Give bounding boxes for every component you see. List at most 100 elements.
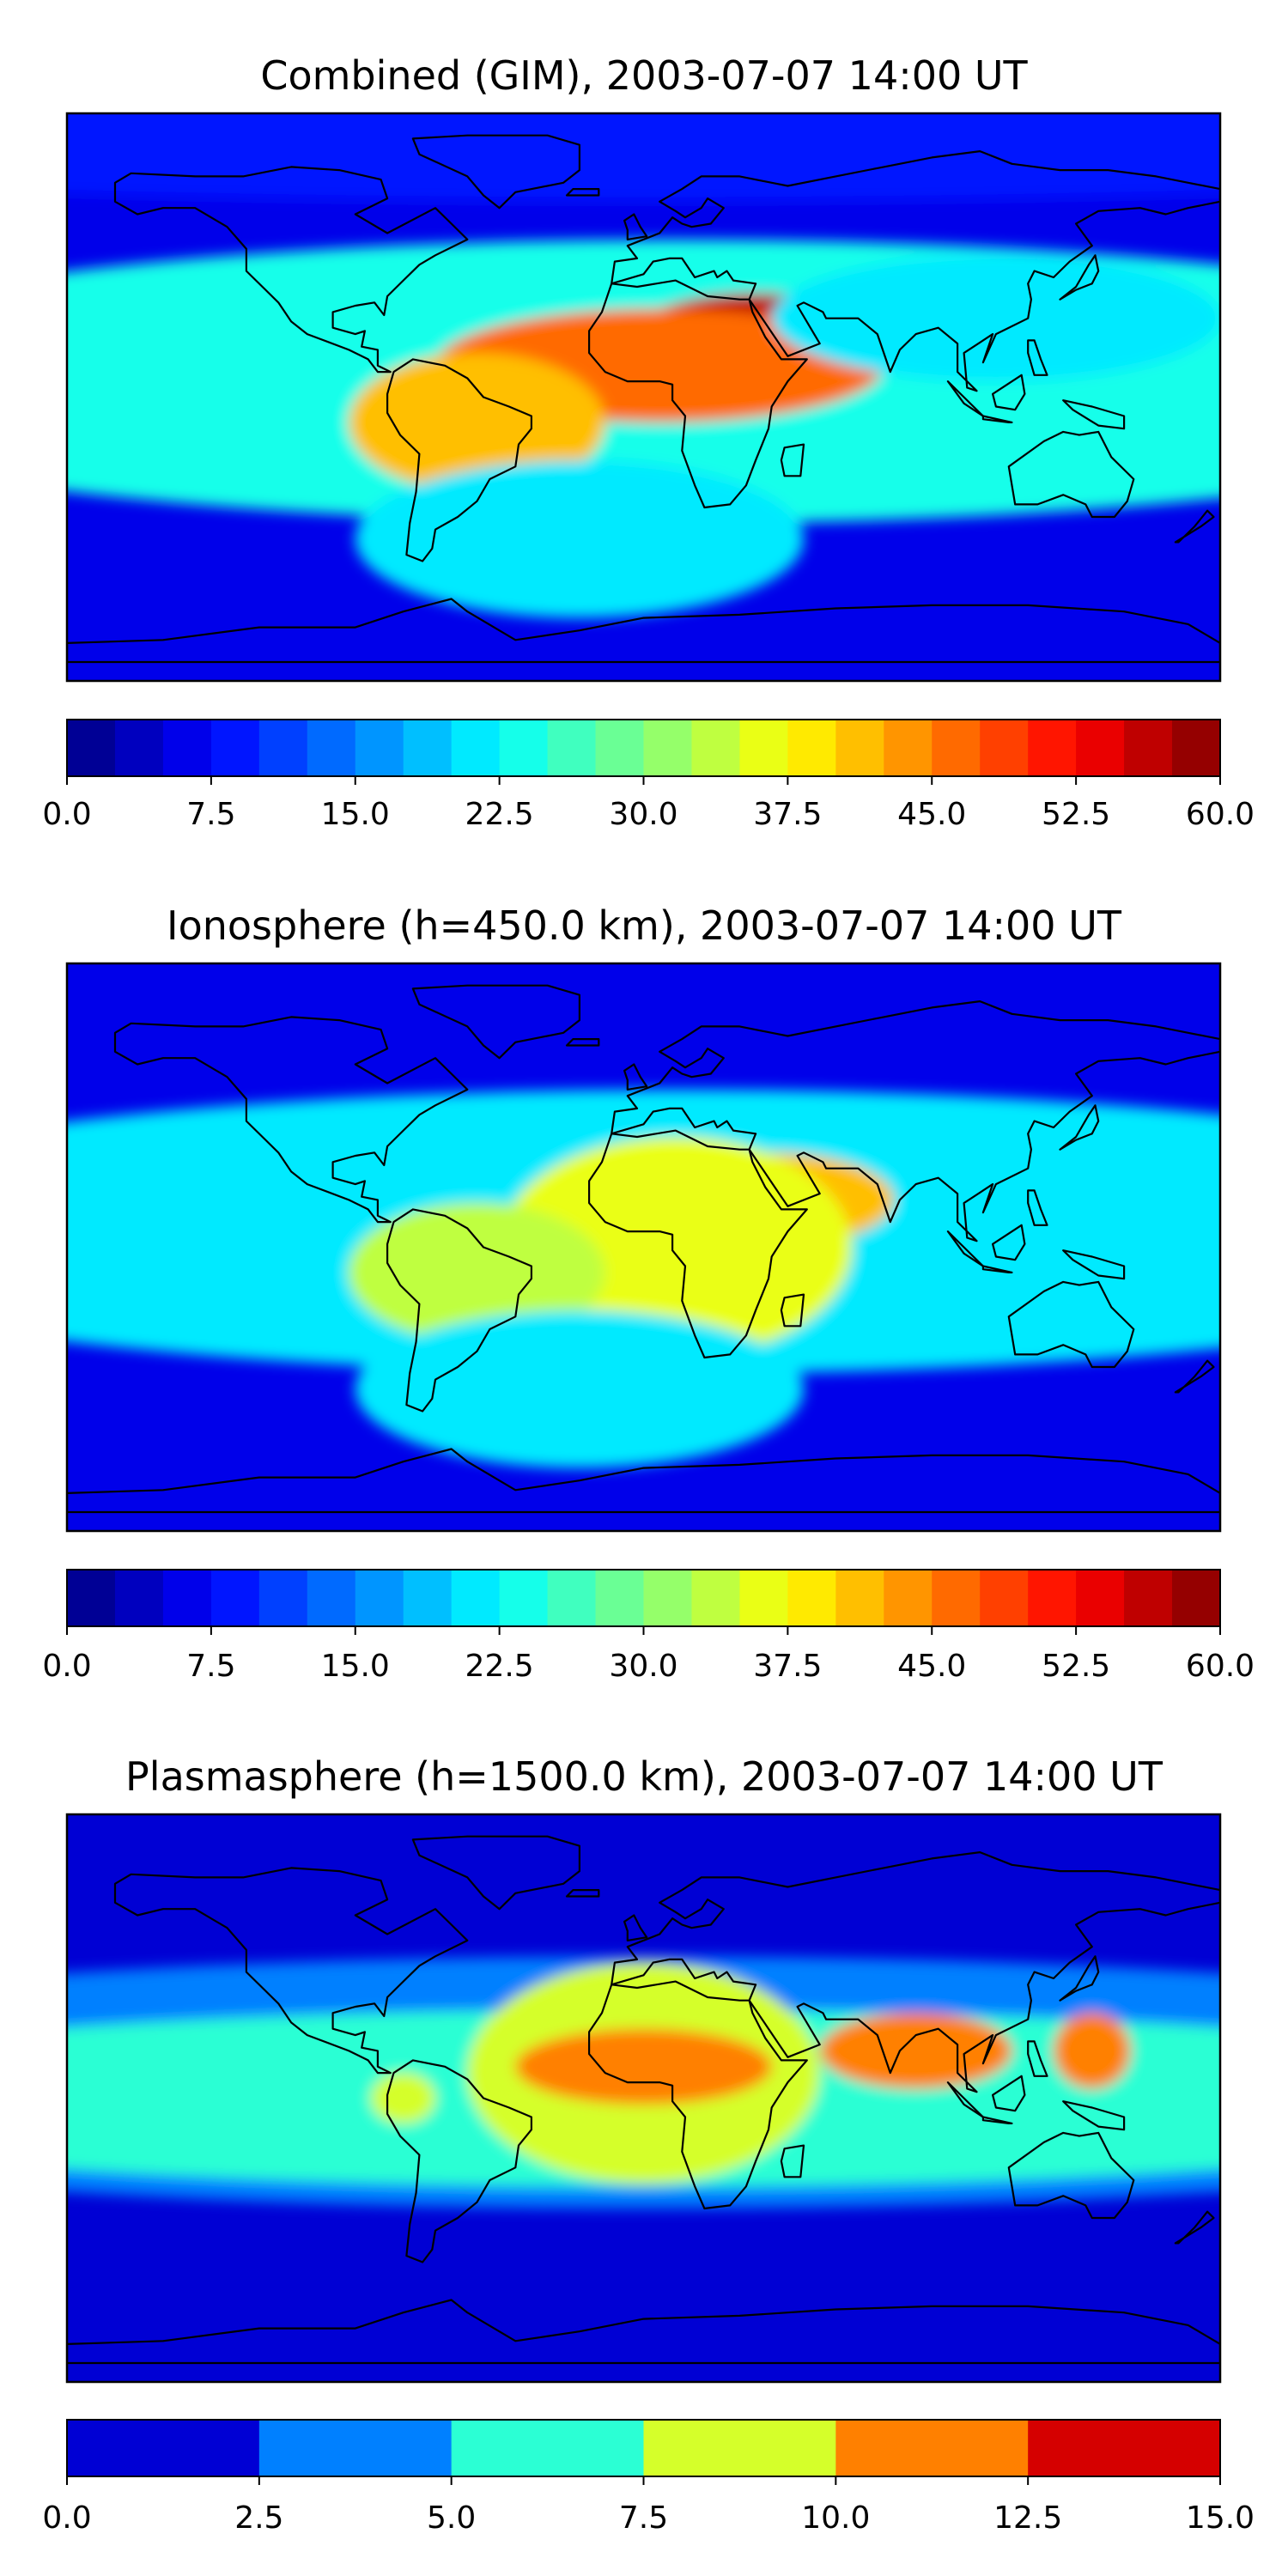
coastline-outline — [588, 1129, 808, 1359]
coastline-outline — [780, 2144, 805, 2178]
colorbar-tick-label: 45.0 — [897, 797, 966, 832]
coastline-outline — [411, 1835, 580, 1911]
colorbar-segment — [1124, 1570, 1173, 1626]
colorbar-segment — [1172, 1570, 1221, 1626]
field-south-america — [349, 1203, 605, 1342]
colorbar-tick-label: 37.5 — [753, 1649, 822, 1684]
colorbar-tick-label: 37.5 — [753, 797, 822, 832]
coastline-outline — [386, 2059, 532, 2263]
map-title: Plasmasphere (h=1500.0 km), 2003-07-07 1… — [125, 1753, 1163, 1800]
map-frame — [65, 1813, 1222, 2384]
coastline-outline — [67, 1448, 1220, 1514]
coastline-outline — [411, 984, 580, 1060]
field-contours — [67, 113, 1220, 618]
coastline-outline — [623, 213, 648, 240]
colorbar-segment — [499, 720, 549, 776]
coastline-outline — [1027, 1189, 1048, 1226]
colorbar-segment — [114, 1570, 164, 1626]
coastline-outline — [611, 1000, 1220, 1242]
colorbar-segment — [1028, 1570, 1077, 1626]
coastline-outline — [588, 1980, 808, 2210]
coastline-outline — [1062, 399, 1126, 430]
coastline-outline — [1059, 254, 1100, 301]
colorbar-combined: 0.0 7.5 15.0 22.5 30.0 37.5 45.0 52.5 60.0 — [42, 719, 1255, 832]
coastline-outline — [1062, 1249, 1126, 1280]
colorbar-tick-label: 15.0 — [1186, 2500, 1255, 2536]
coastline-outline — [611, 150, 1220, 392]
coastline-outline — [1027, 339, 1048, 376]
coastlines — [67, 134, 1220, 664]
colorbar-segment — [403, 1570, 453, 1626]
colorbar-segment — [595, 720, 645, 776]
coastline-outline — [67, 2299, 1220, 2365]
colorbar-segment — [307, 1570, 356, 1626]
colorbar-tick-label: 7.5 — [619, 2500, 668, 2536]
colorbar-segment — [1076, 1570, 1125, 1626]
coastline-outline — [1007, 430, 1135, 519]
coastline-outline — [565, 1889, 600, 1898]
colorbar-tick-label: 22.5 — [465, 1649, 534, 1684]
colorbar-segment — [787, 720, 836, 776]
colorbar-segment — [835, 2420, 1029, 2476]
colorbar-segment — [787, 1570, 836, 1626]
colorbar-segment — [1028, 2420, 1221, 2476]
colorbar-tick-label: 7.5 — [186, 1649, 235, 1684]
coastline-outline — [780, 443, 805, 477]
map-frame — [65, 962, 1222, 1533]
coastline-outline — [588, 279, 808, 509]
coastline-outline — [1174, 509, 1215, 544]
colorbar-segment — [932, 1570, 981, 1626]
map-title: Combined (GIM), 2003-07-07 14:00 UT — [260, 52, 1028, 99]
colorbar-tick-label: 30.0 — [609, 797, 677, 832]
colorbar-tick-label: 0.0 — [42, 1649, 91, 1684]
colorbar-tick-label: 22.5 — [465, 797, 534, 832]
colorbar-tick-label: 60.0 — [1186, 797, 1255, 832]
coastline-outline — [992, 1224, 1026, 1261]
coastline-outline — [1062, 2100, 1126, 2131]
map-frame — [65, 112, 1222, 683]
coastlines — [67, 1835, 1220, 2365]
colorbar-segment — [739, 720, 788, 776]
colorbar-tick-label: 52.5 — [1042, 1649, 1110, 1684]
colorbar-segment — [691, 1570, 741, 1626]
coastline-outline — [1174, 2210, 1215, 2245]
colorbar-tick-label: 30.0 — [609, 1649, 677, 1684]
colorbar-tick-label: 12.5 — [993, 2500, 1062, 2536]
colorbar-segment — [643, 2420, 836, 2476]
colorbar-segment — [210, 720, 260, 776]
field-africa-core — [515, 2028, 772, 2105]
colorbar-segment — [547, 1570, 597, 1626]
coastline-outline — [623, 1063, 648, 1091]
colorbar-segment — [980, 1570, 1029, 1626]
map-panel-combined — [67, 113, 1220, 681]
coastline-outline — [565, 1038, 600, 1047]
field-east-asia — [771, 255, 1220, 382]
coastline-outline — [1007, 2131, 1135, 2220]
colorbar-segment — [258, 1570, 308, 1626]
coastline-outline — [113, 1016, 469, 1224]
field-arctic — [67, 113, 1220, 202]
colorbar-segment — [643, 720, 693, 776]
colorbar-tick-label: 15.0 — [321, 1649, 390, 1684]
coastline-outline — [1007, 1280, 1135, 1369]
colorbar-segment — [739, 1570, 788, 1626]
coastline-outline — [611, 1851, 1220, 2093]
map-panel-ionosphere — [67, 963, 1220, 1531]
colorbar-tick-label: 15.0 — [321, 797, 390, 832]
coastline-outline — [981, 415, 1013, 423]
colorbar-tick-label: 0.0 — [42, 797, 91, 832]
colorbar-segment — [980, 720, 1029, 776]
map-title: Ionosphere (h=450.0 km), 2003-07-07 14:0… — [167, 902, 1122, 949]
colorbar-segment — [162, 1570, 212, 1626]
colorbar-segment — [258, 2420, 453, 2476]
coastline-outline — [113, 166, 469, 374]
coastline-outline — [1059, 1104, 1100, 1151]
colorbar-segment — [1028, 720, 1077, 776]
colorbar-segment — [67, 1570, 116, 1626]
colorbar-tick-label: 10.0 — [801, 2500, 870, 2536]
colorbar-tick-label: 60.0 — [1186, 1649, 1255, 1684]
coastline-outline — [386, 1208, 532, 1413]
map-panel-plasmasphere — [67, 1814, 1220, 2382]
colorbar-segment — [451, 2420, 645, 2476]
colorbar-segment — [67, 2420, 260, 2476]
